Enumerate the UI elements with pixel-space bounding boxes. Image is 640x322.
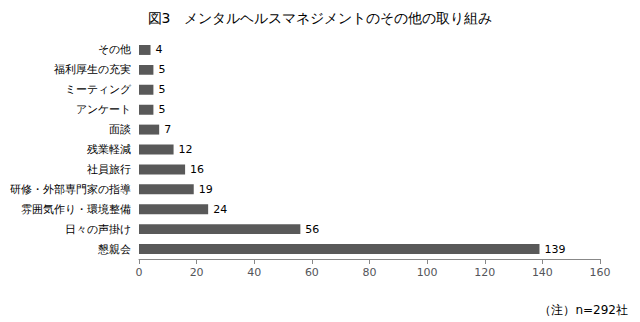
- svg-text:40: 40: [247, 266, 261, 279]
- svg-text:60: 60: [305, 266, 319, 279]
- svg-text:12: 12: [179, 143, 193, 156]
- svg-text:福利厚生の充実: 福利厚生の充実: [54, 63, 131, 76]
- svg-text:日々の声掛け: 日々の声掛け: [65, 223, 131, 236]
- svg-text:24: 24: [213, 203, 227, 216]
- svg-text:120: 120: [474, 266, 495, 279]
- svg-text:4: 4: [156, 43, 163, 56]
- svg-text:80: 80: [363, 266, 377, 279]
- svg-text:雰囲気作り・環境整備: 雰囲気作り・環境整備: [21, 203, 131, 216]
- svg-text:（注）n=292社: （注）n=292社: [539, 303, 628, 317]
- svg-text:7: 7: [164, 123, 171, 136]
- svg-text:ミーティング: ミーティング: [65, 83, 132, 96]
- svg-text:139: 139: [544, 243, 565, 256]
- svg-text:アンケート: アンケート: [76, 103, 131, 116]
- svg-text:残業軽減: 残業軽減: [87, 143, 131, 156]
- svg-text:160: 160: [590, 266, 611, 279]
- svg-text:懇親会: 懇親会: [97, 243, 131, 256]
- svg-text:140: 140: [532, 266, 553, 279]
- svg-text:図3 メンタルヘルスマネジメントのその他の取り組み: 図3 メンタルヘルスマネジメントのその他の取り組み: [148, 10, 493, 26]
- svg-text:20: 20: [190, 266, 204, 279]
- svg-text:面談: 面談: [109, 123, 131, 136]
- svg-text:研修・外部専門家の指導: 研修・外部専門家の指導: [10, 183, 131, 196]
- svg-text:その他: その他: [98, 43, 131, 56]
- svg-text:16: 16: [190, 163, 204, 176]
- svg-text:5: 5: [158, 83, 165, 96]
- svg-text:0: 0: [136, 266, 143, 279]
- svg-text:19: 19: [199, 183, 213, 196]
- svg-text:5: 5: [158, 63, 165, 76]
- svg-text:社員旅行: 社員旅行: [87, 163, 131, 176]
- svg-text:100: 100: [417, 266, 438, 279]
- svg-text:5: 5: [158, 103, 165, 116]
- svg-text:56: 56: [305, 223, 319, 236]
